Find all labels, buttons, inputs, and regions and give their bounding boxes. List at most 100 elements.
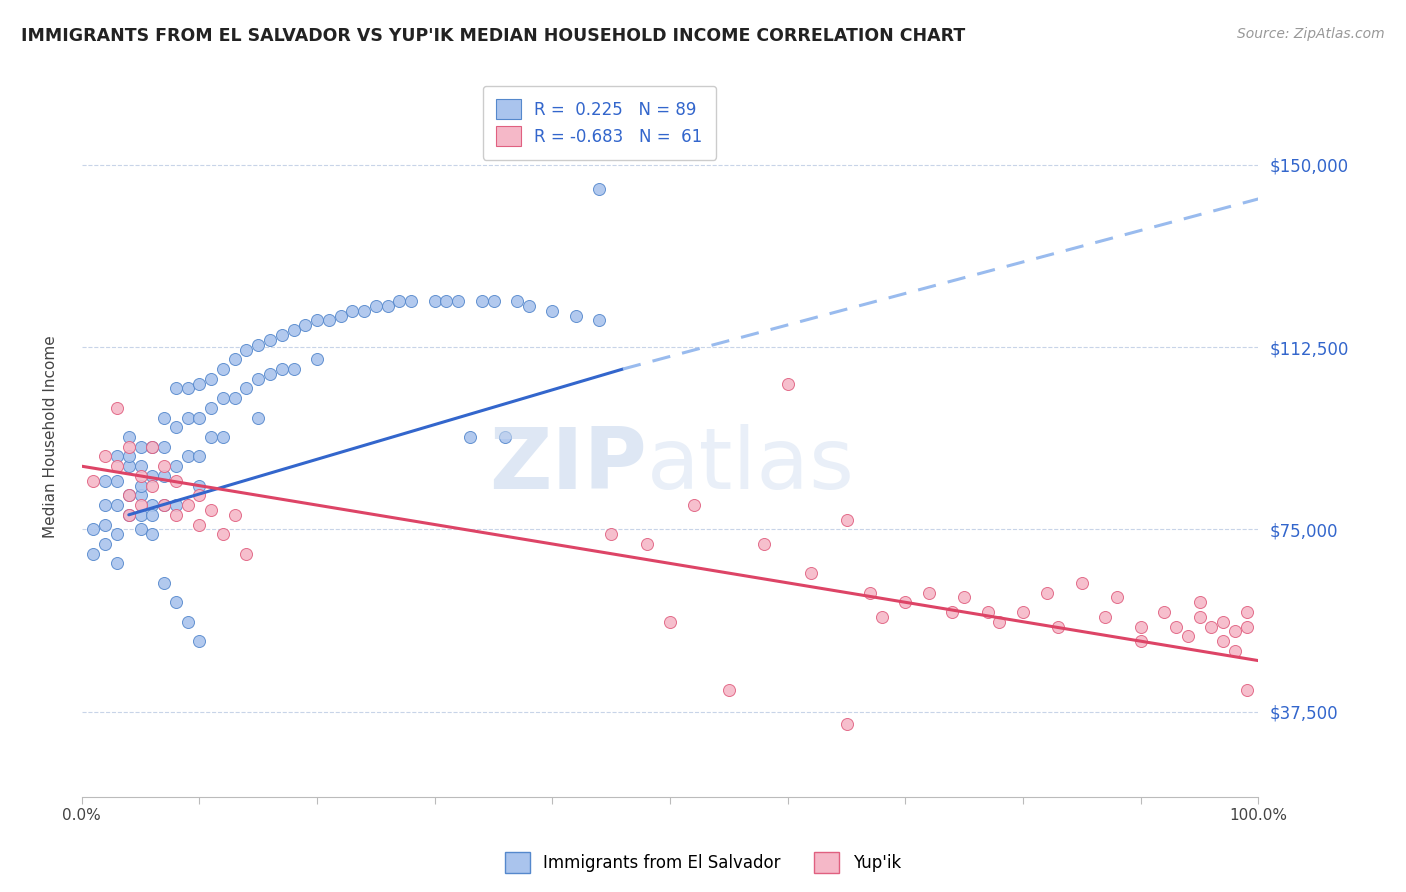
Point [105, 401, 128, 415]
Point [165, 459, 187, 474]
Point [247, 410, 270, 425]
Point [1107, 591, 1129, 605]
Point [105, 557, 128, 571]
Point [423, 293, 446, 308]
Point [1201, 619, 1223, 633]
Point [800, 566, 823, 581]
Point [94, 537, 117, 551]
Point [176, 410, 198, 425]
Point [105, 474, 128, 488]
Point [1236, 619, 1258, 633]
Point [94, 498, 117, 512]
Point [105, 459, 128, 474]
Point [118, 508, 141, 522]
Point [82, 522, 104, 536]
Point [1236, 682, 1258, 697]
Legend: R =  0.225   N = 89, R = -0.683   N =  61: R = 0.225 N = 89, R = -0.683 N = 61 [482, 86, 716, 160]
Point [153, 498, 176, 512]
Point [471, 293, 494, 308]
Point [153, 575, 176, 590]
Point [752, 537, 775, 551]
Point [1223, 624, 1246, 639]
Point [129, 478, 152, 492]
Point [636, 537, 658, 551]
Point [342, 303, 364, 318]
Point [835, 513, 858, 527]
Point [176, 450, 198, 464]
Point [1153, 605, 1175, 619]
Point [270, 362, 292, 376]
Point [188, 517, 211, 532]
Point [1070, 575, 1092, 590]
Point [224, 391, 246, 405]
Point [141, 527, 163, 541]
Point [188, 376, 211, 391]
Point [259, 333, 281, 347]
Point [94, 474, 117, 488]
Point [305, 313, 328, 327]
Point [82, 547, 104, 561]
Point [1188, 610, 1211, 624]
Point [1129, 634, 1152, 648]
Point [941, 605, 963, 619]
Point [506, 293, 529, 308]
Point [353, 303, 375, 318]
Point [494, 430, 516, 444]
Point [1212, 615, 1234, 629]
Point [141, 498, 163, 512]
Point [717, 682, 740, 697]
Point [235, 381, 257, 395]
Point [235, 343, 257, 357]
Point [141, 440, 163, 454]
Point [141, 469, 163, 483]
Point [82, 474, 104, 488]
Point [436, 293, 458, 308]
Point [188, 478, 211, 492]
Point [1012, 605, 1035, 619]
Point [200, 401, 222, 415]
Point [200, 503, 222, 517]
Point [129, 498, 152, 512]
Point [588, 182, 610, 196]
Point [200, 430, 222, 444]
Point [318, 313, 340, 327]
Point [129, 488, 152, 502]
Point [565, 309, 588, 323]
Point [247, 372, 270, 386]
Point [447, 293, 470, 308]
Point [188, 634, 211, 648]
Point [270, 328, 292, 343]
Point [224, 508, 246, 522]
Point [870, 610, 893, 624]
Point [105, 450, 128, 464]
Point [118, 440, 141, 454]
Point [118, 488, 141, 502]
Point [153, 410, 176, 425]
Text: atlas: atlas [647, 425, 855, 508]
Point [364, 299, 387, 313]
Point [176, 381, 198, 395]
Point [212, 430, 235, 444]
Point [165, 474, 187, 488]
Point [165, 498, 187, 512]
Point [588, 313, 610, 327]
Point [1164, 619, 1187, 633]
Text: IMMIGRANTS FROM EL SALVADOR VS YUP'IK MEDIAN HOUSEHOLD INCOME CORRELATION CHART: IMMIGRANTS FROM EL SALVADOR VS YUP'IK ME… [21, 27, 966, 45]
Point [259, 367, 281, 381]
Point [165, 595, 187, 609]
Point [517, 299, 540, 313]
Text: ZIP: ZIP [489, 425, 647, 508]
Point [188, 450, 211, 464]
Point [1047, 619, 1070, 633]
Point [1035, 585, 1057, 599]
Point [953, 591, 976, 605]
Point [482, 293, 505, 308]
Point [659, 615, 682, 629]
Point [153, 440, 176, 454]
Point [141, 440, 163, 454]
Point [129, 440, 152, 454]
Point [224, 352, 246, 367]
Point [247, 337, 270, 351]
Point [305, 352, 328, 367]
Point [388, 293, 411, 308]
